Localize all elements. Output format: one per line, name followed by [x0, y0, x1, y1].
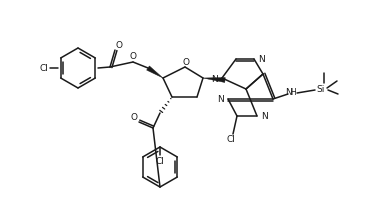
- Text: O: O: [129, 52, 136, 61]
- Text: O: O: [115, 40, 123, 49]
- Text: Cl: Cl: [156, 156, 164, 165]
- Text: Cl: Cl: [39, 64, 49, 73]
- Text: N: N: [285, 88, 291, 97]
- Polygon shape: [147, 66, 163, 78]
- Text: O: O: [182, 58, 190, 67]
- Polygon shape: [203, 77, 225, 82]
- Text: Si: Si: [317, 85, 325, 94]
- Text: H: H: [290, 88, 296, 97]
- Text: N: N: [258, 55, 265, 64]
- Text: N: N: [211, 74, 218, 83]
- Text: N: N: [261, 111, 268, 120]
- Text: O: O: [130, 113, 138, 122]
- Text: N: N: [217, 95, 224, 104]
- Text: Cl: Cl: [227, 135, 235, 144]
